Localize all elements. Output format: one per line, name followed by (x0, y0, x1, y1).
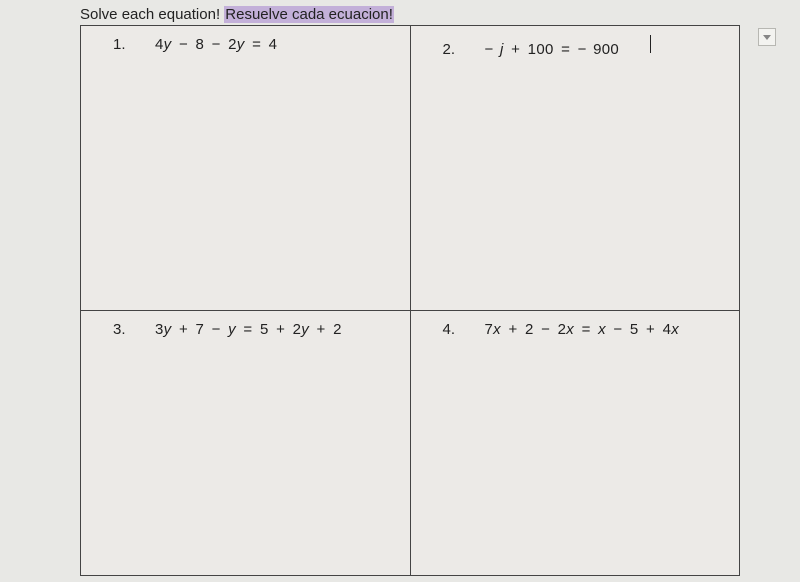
instruction-english: Solve each equation! (80, 6, 224, 23)
problem-4: 4. 7x + 2 − 2x = x − 5 + 4x (425, 321, 726, 338)
cell-problem-4[interactable]: 4. 7x + 2 − 2x = x − 5 + 4x (410, 311, 740, 576)
equation-text: 3y + 7 − y = 5 + 2y + 2 (155, 321, 342, 338)
problem-number: 4. (443, 321, 457, 338)
worksheet-grid: 1. 4y − 8 − 2y = 4 2. − j + 100 = − 900 … (80, 25, 740, 576)
chevron-down-icon (763, 35, 771, 40)
problem-2: 2. − j + 100 = − 900 (425, 36, 726, 58)
problem-number: 1. (113, 36, 127, 53)
equation-text: − j + 100 = − 900 (485, 41, 620, 58)
instruction-text: Solve each equation! Resuelve cada ecuac… (80, 6, 394, 23)
cell-problem-1[interactable]: 1. 4y − 8 − 2y = 4 (81, 26, 411, 311)
problem-3: 3. 3y + 7 − y = 5 + 2y + 2 (95, 321, 396, 338)
instruction-spanish-highlighted: Resuelve cada ecuacion! (224, 6, 394, 23)
equation-text: 7x + 2 − 2x = x − 5 + 4x (485, 321, 680, 338)
cell-problem-3[interactable]: 3. 3y + 7 − y = 5 + 2y + 2 (81, 311, 411, 576)
text-cursor-icon (650, 35, 651, 53)
problem-number: 3. (113, 321, 127, 338)
equation-text: 4y − 8 − 2y = 4 (155, 36, 277, 53)
problem-1: 1. 4y − 8 − 2y = 4 (95, 36, 396, 53)
problem-number: 2. (443, 41, 457, 58)
cell-problem-2[interactable]: 2. − j + 100 = − 900 (410, 26, 740, 311)
dropdown-arrow-button[interactable] (758, 28, 776, 46)
